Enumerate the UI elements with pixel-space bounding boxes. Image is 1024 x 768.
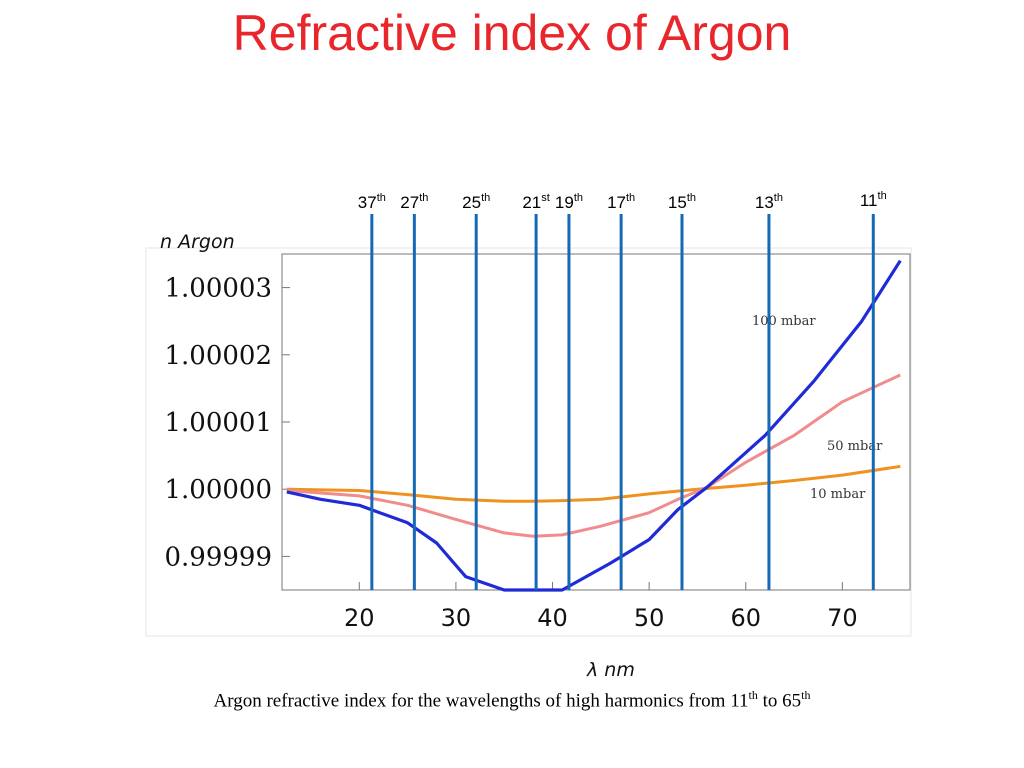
series-label: 100 mbar (752, 314, 816, 329)
series-line-50-mbar (286, 373, 901, 538)
harmonic-label: 17th (607, 192, 635, 212)
series-layer: 100 mbar 50 mbar 10 mbar (286, 259, 902, 592)
x-axis-label: λ nm (586, 659, 635, 681)
harmonic-label: 25th (462, 192, 490, 212)
harmonic-label: 21st (522, 192, 549, 212)
y-axis: 0.99999 1.00000 1.00001 1.00002 1.00003 (164, 274, 290, 572)
series-line-100-mbar (286, 259, 902, 592)
y-tick-label: 1.00001 (164, 408, 272, 438)
y-axis-label: n Argon (160, 231, 235, 253)
x-tick-label: 30 (441, 604, 472, 632)
x-tick-label: 70 (827, 604, 858, 632)
y-tick-label: 0.99999 (164, 542, 272, 572)
caption-superscript: th (801, 688, 811, 702)
y-tick-label: 1.00002 (164, 341, 272, 371)
harmonic-label: 11th (860, 190, 887, 210)
caption-superscript: th (748, 688, 758, 702)
caption-text: Argon refractive index for the wavelengt… (213, 690, 749, 712)
x-tick-label: 40 (537, 604, 568, 632)
harmonic-label: 27th (400, 192, 428, 212)
chart-background (145, 247, 912, 637)
series-label: 10 mbar (810, 487, 866, 502)
harmonic-label: 37th (358, 192, 386, 212)
harmonic-label: 19th (555, 192, 583, 212)
y-tick-label: 1.00000 (164, 475, 272, 505)
y-tick-label: 1.00003 (164, 274, 272, 304)
caption-text-middle: to 65 (757, 690, 802, 712)
harmonic-label: 13th (755, 192, 783, 212)
harmonic-lines: 37th 27th 25th 21st 19th 17th 15th 13th 11th (358, 190, 887, 590)
figure-caption: Argon refractive index for the wavelengt… (0, 688, 1024, 712)
x-tick-label: 50 (634, 604, 665, 632)
x-tick-label: 60 (730, 604, 761, 632)
slide-title: Refractive index of Argon (232, 5, 792, 61)
harmonic-label: 15th (668, 192, 696, 212)
x-tick-label: 20 (344, 604, 375, 632)
x-axis: 20 30 40 50 60 70 (344, 582, 858, 632)
series-label: 50 mbar (827, 439, 883, 454)
